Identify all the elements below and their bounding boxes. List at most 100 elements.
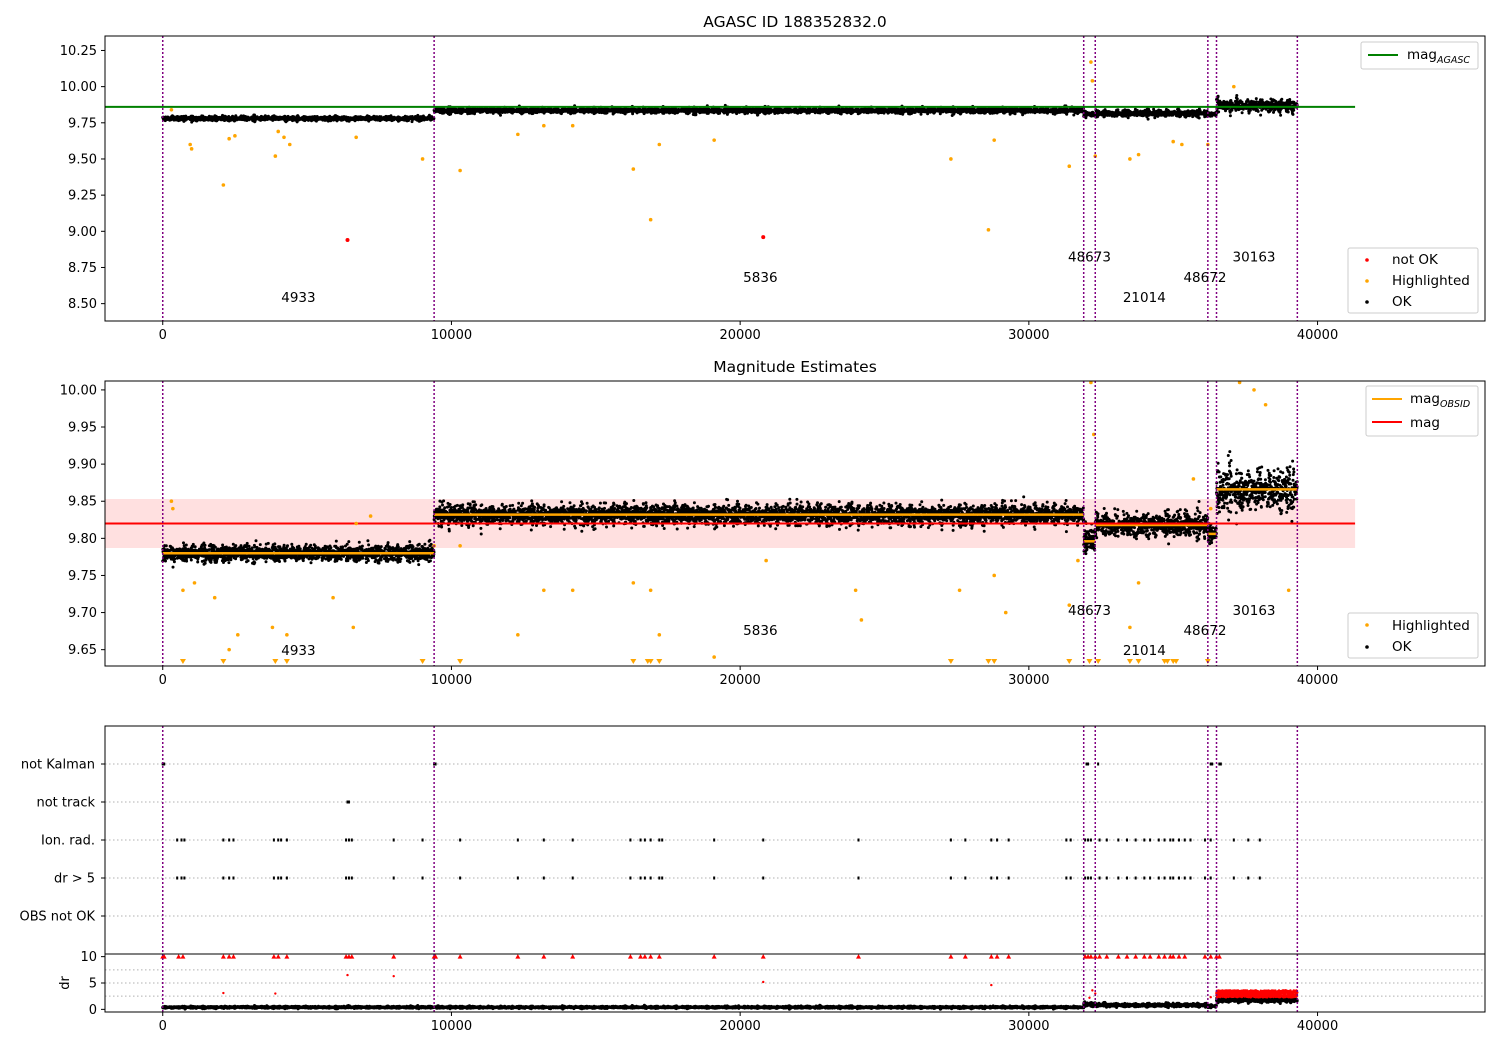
p4-capped-marker-27 bbox=[856, 954, 862, 959]
p1-highlighted-point-6 bbox=[273, 154, 278, 158]
p2-ytick-label-2: 9.75 bbox=[68, 569, 97, 584]
p1-highlighted-point-32 bbox=[1232, 84, 1236, 89]
legend-highlighted: Highlighted bbox=[1392, 273, 1470, 289]
p3-flag-mark-3-51 bbox=[1189, 876, 1192, 880]
p4-capped-marker-51 bbox=[1208, 954, 1214, 959]
p4-capped-marker-5 bbox=[226, 954, 232, 959]
p3-flag-mark-3-25 bbox=[713, 876, 716, 880]
p1-highlighted-point-10 bbox=[354, 135, 358, 140]
p4-capped-marker-37 bbox=[1097, 954, 1103, 959]
p3-flag-mark-3-2 bbox=[183, 876, 186, 880]
p3-flag-mark-2-3 bbox=[222, 838, 225, 842]
p2-below-range-marker-14 bbox=[1086, 659, 1093, 664]
p1-highlighted-point-14 bbox=[542, 123, 546, 128]
p4-ytick-label-1: 5 bbox=[89, 977, 97, 992]
p2-highlighted-point-20 bbox=[657, 633, 662, 637]
p4-capped-marker-40 bbox=[1124, 954, 1130, 959]
p3-flag-mark-3-32 bbox=[1007, 876, 1010, 880]
p2-below-range-marker-1 bbox=[220, 659, 227, 664]
p4-capped-marker-43 bbox=[1147, 954, 1153, 959]
p2-ytick-label-3: 9.80 bbox=[68, 532, 97, 547]
p1-xtick-label-0: 0 bbox=[159, 328, 167, 343]
legend2-highlighted: Highlighted bbox=[1392, 618, 1470, 634]
p3-flag-mark-0-3 bbox=[434, 762, 437, 766]
p4-red-point-2 bbox=[222, 991, 225, 995]
p1-xtick-label-1: 10000 bbox=[431, 328, 472, 343]
p3-flag-mark-2-17 bbox=[542, 838, 545, 842]
p1-highlighted-point-20 bbox=[949, 157, 953, 161]
p3-flag-mark-2-21 bbox=[643, 838, 646, 842]
p2-below-range-marker-5 bbox=[457, 659, 464, 664]
p3-flag-label-2: Ion. rad. bbox=[41, 834, 95, 849]
p1-highlighted-point-28 bbox=[1136, 152, 1141, 157]
p4-capped-marker-32 bbox=[1006, 954, 1012, 959]
p3-flag-mark-3-45 bbox=[1157, 876, 1160, 880]
p3-flag-mark-3-41 bbox=[1126, 876, 1129, 880]
p2-highlighted-point-4 bbox=[212, 595, 217, 600]
p4-dr-points-1 bbox=[432, 1003, 1086, 1011]
p3-flag-mark-3-30 bbox=[990, 876, 993, 880]
p3-flag-mark-2-10 bbox=[345, 838, 348, 842]
p2-highlighted-point-11 bbox=[354, 521, 358, 526]
p2-ytick-label-7: 10.00 bbox=[60, 383, 97, 398]
p3-flag-mark-0-9 bbox=[1218, 762, 1221, 766]
p4-capped-marker-19 bbox=[570, 954, 576, 959]
p3-flag-mark-2-14 bbox=[421, 838, 424, 842]
p3-flag-mark-3-47 bbox=[1169, 876, 1172, 880]
p1-obsid-label-1: 5836 bbox=[743, 270, 777, 286]
p2-ok-points-5 bbox=[1215, 450, 1299, 526]
p4-xtick-label-1: 10000 bbox=[431, 1019, 472, 1034]
p2-highlighted-point-22 bbox=[764, 558, 768, 563]
p1-obsid-label-5: 30163 bbox=[1233, 250, 1276, 266]
p3-flag-mark-2-44 bbox=[1149, 838, 1152, 842]
legend-mag-obsid: mag bbox=[1410, 391, 1440, 407]
legend-mag-agasc: mag bbox=[1407, 47, 1437, 63]
p2-highlighted-point-14 bbox=[458, 543, 462, 548]
p1-highlighted-point-5 bbox=[233, 134, 237, 138]
p3-flag-mark-2-45 bbox=[1157, 838, 1160, 842]
p1-highlighted-point-3 bbox=[221, 183, 226, 187]
p3-flag-mark-3-9 bbox=[285, 876, 288, 880]
p3-flag-mark-3-52 bbox=[1203, 876, 1206, 880]
p2-highlighted-point-17 bbox=[570, 588, 575, 593]
p2-highlighted-point-16 bbox=[542, 588, 546, 593]
p1-highlighted-point-29 bbox=[1171, 139, 1176, 144]
p3-flag-mark-2-5 bbox=[232, 838, 235, 842]
p3-flag-mark-3-37 bbox=[1089, 876, 1092, 880]
p2-highlighted-point-33 bbox=[1136, 581, 1141, 585]
p3-flag-mark-0-6 bbox=[1097, 762, 1100, 766]
p2-highlighted-point-23 bbox=[853, 588, 858, 593]
p3-flag-mark-2-53 bbox=[1209, 838, 1212, 842]
p2-below-range-marker-15 bbox=[1095, 659, 1102, 664]
panel-magnitude-estimates: Magnitude Estimates 4933 5836 48673 21014 48… bbox=[60, 358, 1486, 688]
p2-below-range-marker-11 bbox=[985, 659, 992, 664]
p1-obsid-label-0: 4933 bbox=[281, 290, 315, 306]
panel1-legend-top: magAGASC bbox=[1360, 41, 1479, 70]
p3-flag-mark-3-27 bbox=[857, 876, 860, 880]
p3-flag-mark-2-27 bbox=[857, 838, 860, 842]
p3-flag-mark-0-5 bbox=[1087, 762, 1090, 766]
svg-text:magOBSID: magOBSID bbox=[1410, 391, 1470, 410]
p1-ytick-label-7: 10.25 bbox=[60, 44, 97, 59]
p2-highlighted-point-28 bbox=[1067, 603, 1072, 607]
p1-highlighted-point-12 bbox=[458, 168, 462, 173]
p3-flag-mark-3-31 bbox=[996, 876, 999, 880]
p2-below-range-marker-19 bbox=[1164, 659, 1171, 664]
p2-highlighted-point-1 bbox=[171, 506, 175, 511]
p2-highlighted-point-34 bbox=[1191, 477, 1196, 481]
p2-below-range-marker-12 bbox=[991, 659, 998, 664]
p1-ok-points-1 bbox=[432, 103, 1086, 117]
p3-flag-mark-2-29 bbox=[964, 838, 967, 842]
p3-flag-mark-2-46 bbox=[1163, 838, 1166, 842]
p3-flag-mark-2-11 bbox=[347, 838, 350, 842]
p3-flag-mark-3-35 bbox=[1084, 876, 1087, 880]
p4-capped-marker-23 bbox=[648, 954, 654, 959]
p3-flag-mark-3-54 bbox=[1232, 876, 1235, 880]
p2-below-range-marker-17 bbox=[1135, 659, 1142, 664]
p3-flag-mark-3-50 bbox=[1183, 876, 1186, 880]
p3-flag-mark-2-32 bbox=[1007, 838, 1010, 842]
p2-highlighted-point-6 bbox=[236, 633, 240, 637]
p2-highlighted-point-15 bbox=[516, 633, 520, 637]
p4-capped-marker-49 bbox=[1182, 954, 1188, 959]
p3-flag-mark-2-9 bbox=[285, 838, 288, 842]
